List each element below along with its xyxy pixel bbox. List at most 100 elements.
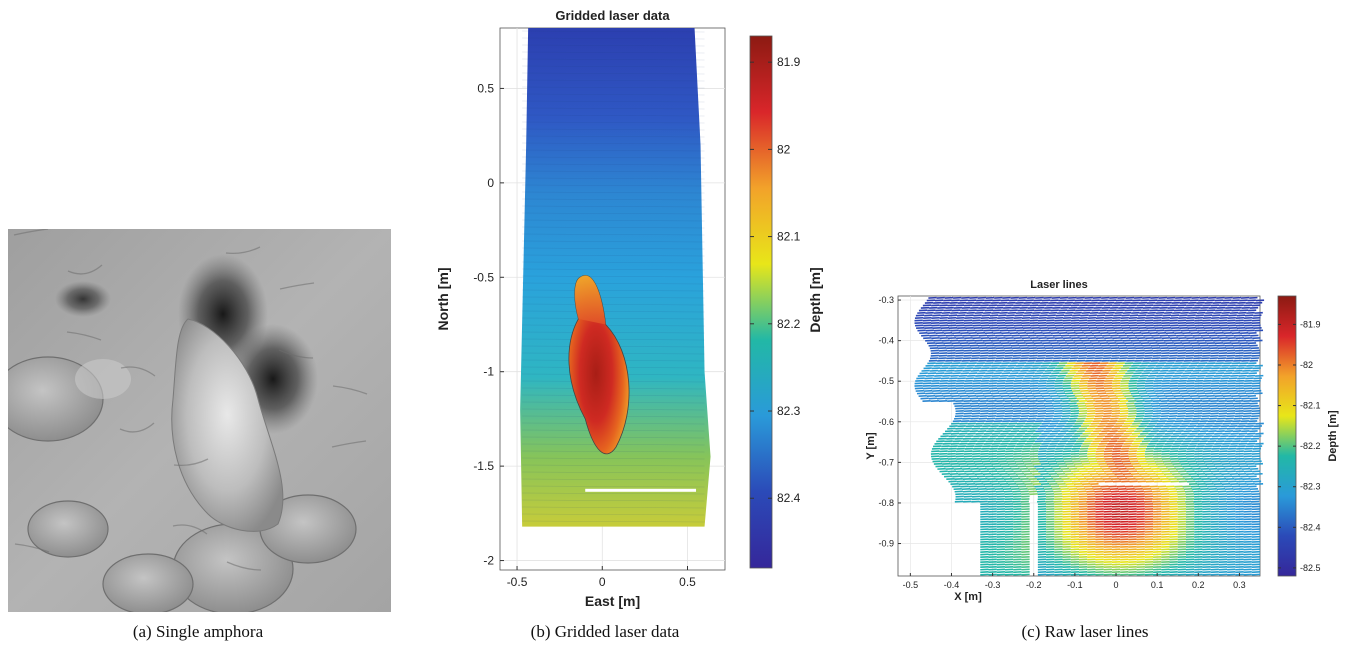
- figure-b: -0.5 0 0.5 0.5 0 -0.5 -1 -1.5 -2 East [m] North [m…: [420, 0, 840, 615]
- x-tick-label: 0.3: [1233, 580, 1246, 590]
- x-tick-label: -0.3: [985, 580, 1001, 590]
- scan-row: [522, 247, 705, 250]
- seabed-mark: [13, 228, 49, 236]
- scan-row: [522, 520, 705, 523]
- seabed-mark: [119, 422, 155, 433]
- x-axis-label: East [m]: [585, 593, 640, 609]
- scan-row: [522, 135, 705, 138]
- seabed-mark: [225, 246, 261, 255]
- scan-row: [522, 506, 705, 509]
- scan-row: [522, 163, 705, 166]
- scan-row: [522, 184, 705, 187]
- scan-row: [522, 499, 705, 502]
- y-tick-label: -0.5: [473, 270, 494, 284]
- seabed-mark: [120, 366, 156, 377]
- colorbar-tick-label: 82.3: [777, 404, 801, 418]
- scan-row: [522, 457, 705, 460]
- seabed-mark: [14, 543, 50, 553]
- scan-row: [522, 471, 705, 474]
- seabed-mark: [66, 331, 102, 341]
- scan-row: [522, 464, 705, 467]
- scan-row: [522, 114, 705, 117]
- colorbar-tick-label: -82.1: [1300, 401, 1321, 411]
- scan-row: [522, 275, 705, 278]
- scan-row: [522, 156, 705, 159]
- colorbar-tick-label: 82: [777, 142, 791, 156]
- scan-row: [522, 107, 705, 110]
- caption-c: (c) Raw laser lines: [1021, 622, 1149, 641]
- scan-row: [522, 282, 705, 285]
- seabed-mark: [226, 561, 262, 571]
- chart-title: Gridded laser data: [555, 8, 670, 23]
- data-gap: [585, 488, 697, 492]
- amphora-neck: [574, 275, 606, 325]
- y-tick-label: -1: [483, 365, 494, 379]
- scan-row: [522, 51, 705, 54]
- scan-row: [522, 492, 705, 495]
- scan-row: [522, 261, 705, 264]
- seabed-mark: [279, 282, 315, 290]
- fragment-left: [75, 359, 131, 399]
- scan-row: [522, 65, 705, 68]
- scan-row: [522, 170, 705, 173]
- x-tick-label: 0: [1114, 580, 1119, 590]
- scan-row: [522, 303, 705, 306]
- shadow-left: [55, 281, 111, 317]
- scan-row: [522, 191, 705, 194]
- y-tick-label: -0.8: [878, 498, 894, 508]
- scan-row: [522, 324, 705, 327]
- laser-lines: [914, 296, 1265, 576]
- scan-row: [522, 86, 705, 89]
- scan-row: [522, 37, 705, 40]
- caption-b: (b) Gridded laser data: [530, 622, 680, 641]
- seabed-mark: [173, 458, 209, 467]
- x-tick-label: 0.1: [1151, 580, 1164, 590]
- scan-row: [522, 121, 705, 124]
- scan-row: [522, 254, 705, 257]
- y-tick-label: -2: [483, 554, 494, 568]
- scan-row: [522, 58, 705, 61]
- colorbar-label: Depth [m]: [807, 267, 823, 332]
- y-tick-label: -0.3: [878, 295, 894, 305]
- scan-row: [522, 205, 705, 208]
- stone-3: [27, 500, 109, 558]
- scan-row: [522, 177, 705, 180]
- x-axis-label: X [m]: [954, 591, 982, 603]
- x-tick-label: -0.1: [1067, 580, 1083, 590]
- colorbar: [749, 35, 773, 569]
- caption-a: (a) Single amphora: [132, 622, 264, 641]
- x-tick-label: 0.2: [1192, 580, 1205, 590]
- scan-row: [522, 79, 705, 82]
- scan-row: [522, 289, 705, 292]
- y-tick-label: -1.5: [473, 459, 494, 473]
- scan-row: [522, 72, 705, 75]
- scan-row: [522, 478, 705, 481]
- scan-row: [522, 93, 705, 96]
- scan-row: [522, 100, 705, 103]
- colorbar-label: Depth [m]: [1327, 410, 1339, 462]
- colorbar-tick-label: 82.1: [777, 230, 801, 244]
- seabed-mark: [278, 349, 314, 359]
- scan-row: [522, 331, 705, 334]
- seabed-mark: [331, 440, 367, 448]
- x-tick-label: 0.5: [679, 575, 696, 589]
- laser-lines-chart: -0.5 -0.4 -0.3 -0.2 -0.1 0 0.1 0.2 0.3 -0.3 -0.4 -0…: [865, 279, 1339, 603]
- colorbar-tick-label: -81.9: [1300, 319, 1321, 329]
- gridded-laser-chart: -0.5 0 0.5 0.5 0 -0.5 -1 -1.5 -2 East [m] North [m…: [435, 8, 823, 609]
- scan-row: [522, 219, 705, 222]
- x-tick-label: 0: [599, 575, 606, 589]
- scan-row: [522, 296, 705, 299]
- scan-row: [522, 317, 705, 320]
- colorbar-tick-label: 82.4: [777, 491, 801, 505]
- colorbar-tick-label: -82.4: [1300, 522, 1321, 532]
- seabed-mark: [67, 264, 103, 275]
- scan-row: [522, 450, 705, 453]
- colorbar-tick-label: 82.2: [777, 317, 801, 331]
- scan-row: [522, 226, 705, 229]
- scan-row: [522, 44, 705, 47]
- gridded-strip: [520, 28, 711, 527]
- colorbar-tick-label: -82.3: [1300, 482, 1321, 492]
- x-tick-label: -0.4: [944, 580, 960, 590]
- y-axis-label: North [m]: [435, 268, 451, 331]
- scan-row: [522, 310, 705, 313]
